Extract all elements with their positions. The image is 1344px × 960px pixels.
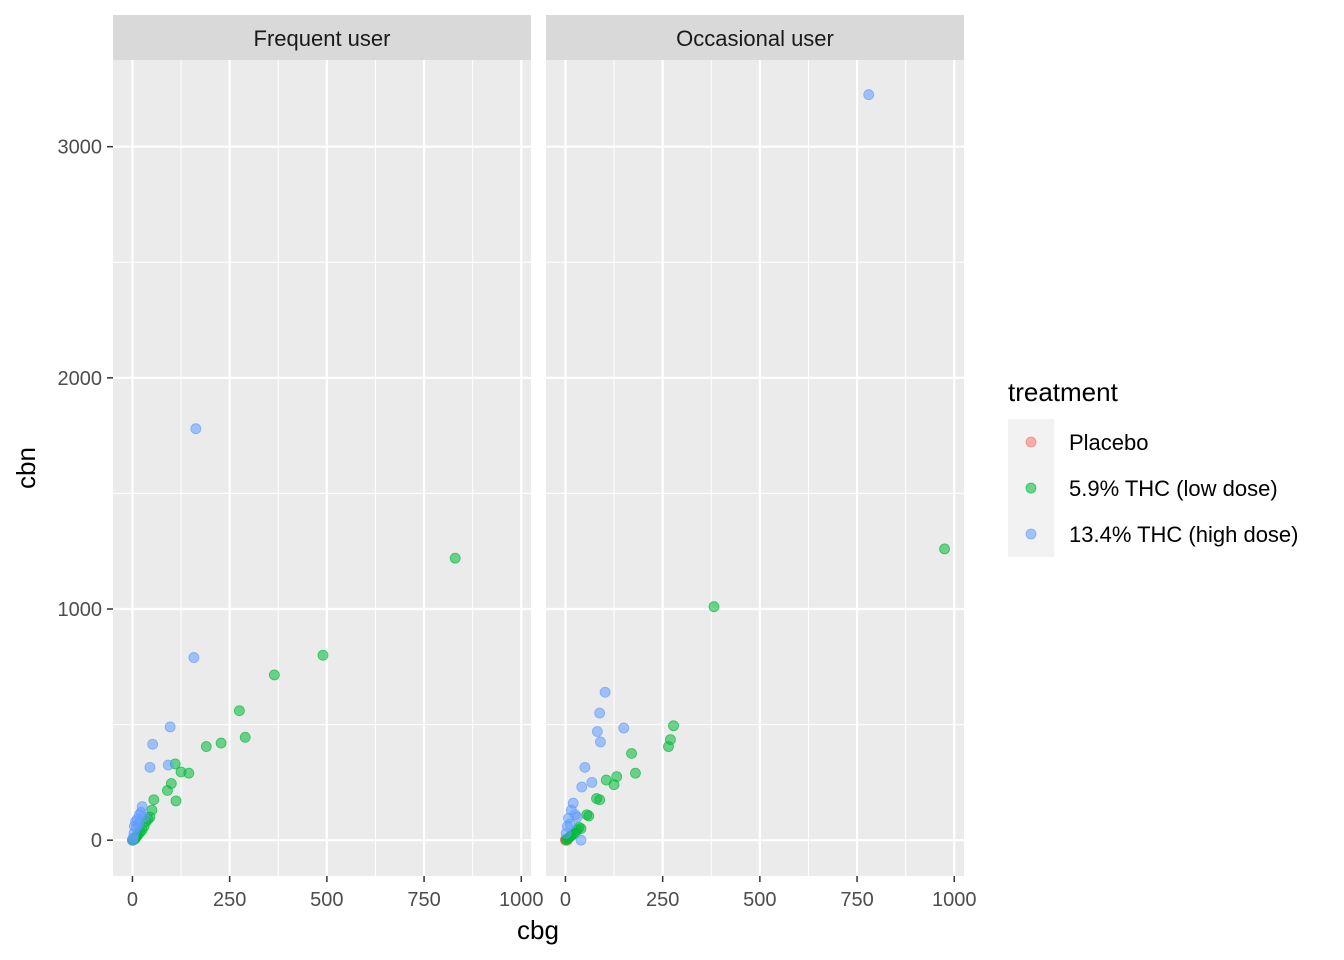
facet-strip <box>113 15 531 60</box>
data-point <box>147 738 159 750</box>
data-point <box>183 767 195 779</box>
x-tick-label: 1000 <box>499 889 544 911</box>
facet-strip <box>546 15 964 60</box>
data-point <box>170 795 182 807</box>
data-point <box>939 543 950 555</box>
data-point <box>449 552 461 564</box>
panel-background <box>113 60 531 876</box>
data-point <box>594 794 606 806</box>
legend-label: Placebo <box>1069 430 1149 455</box>
x-tick-label: 500 <box>310 889 343 911</box>
data-point <box>863 89 875 101</box>
data-point <box>200 741 212 752</box>
data-point <box>136 801 148 813</box>
data-point <box>626 748 637 759</box>
panel-background <box>546 60 964 876</box>
data-point <box>144 761 156 773</box>
data-point <box>268 669 280 681</box>
y-axis-title: cbn <box>11 447 41 489</box>
data-point <box>668 720 679 732</box>
data-series <box>560 89 875 846</box>
data-series <box>127 423 202 846</box>
facet-strip-label: Frequent user <box>254 26 391 51</box>
legend-label: 13.4% THC (high dose) <box>1069 522 1299 547</box>
legend-label: 5.9% THC (low dose) <box>1069 476 1278 501</box>
data-point <box>591 726 603 737</box>
x-tick-label: 0 <box>127 889 138 911</box>
legend-symbol <box>1025 482 1037 494</box>
legend: treatment Placebo 5.9% THC (low dose) 13.4… <box>1008 377 1299 557</box>
data-point <box>630 767 641 779</box>
data-point <box>188 652 200 663</box>
data-point <box>146 804 158 816</box>
data-point <box>611 771 623 783</box>
legend-symbol <box>1025 528 1037 540</box>
data-point <box>162 759 174 771</box>
data-point <box>575 834 587 846</box>
x-tick-label: 250 <box>213 889 246 911</box>
data-point <box>138 811 150 823</box>
data-point <box>594 707 606 719</box>
data-point <box>595 736 606 748</box>
y-tick-label: 1000 <box>58 599 103 621</box>
y-axis: 0 1000 2000 3000 <box>58 137 113 852</box>
data-point <box>567 797 579 809</box>
x-tick-label: 750 <box>840 889 873 911</box>
data-point <box>576 781 588 793</box>
data-point <box>618 722 630 734</box>
data-point <box>564 818 576 830</box>
data-point <box>215 737 227 749</box>
data-point <box>579 761 591 773</box>
data-point <box>571 811 583 823</box>
y-tick-label: 3000 <box>58 137 103 159</box>
x-tick-label: 250 <box>646 889 679 911</box>
facet-panel: Occasional user 0 250 500 750 1000 <box>546 15 977 911</box>
data-point <box>148 794 160 806</box>
data-point <box>233 705 245 717</box>
y-tick-label: 2000 <box>58 368 103 390</box>
x-tick-label: 0 <box>560 889 571 911</box>
x-tick-label: 1000 <box>932 889 977 911</box>
facet-panel: Frequent user 0 250 500 750 1000 <box>113 15 544 911</box>
legend-title: treatment <box>1008 377 1119 407</box>
x-tick-label: 500 <box>743 889 776 911</box>
data-point <box>575 823 587 835</box>
y-tick-label: 0 <box>91 830 102 852</box>
data-point <box>599 686 611 698</box>
data-point <box>708 601 720 613</box>
legend-symbol <box>1025 436 1037 448</box>
data-point <box>165 778 177 789</box>
data-point <box>665 734 676 746</box>
data-point <box>317 649 329 661</box>
x-tick-label: 750 <box>407 889 440 911</box>
data-point <box>190 423 202 435</box>
data-point <box>164 721 176 733</box>
data-point <box>583 810 595 822</box>
data-point <box>586 776 598 788</box>
data-point <box>239 731 251 743</box>
facet-strip-label: Occasional user <box>676 26 834 51</box>
x-axis-title: cbg <box>517 915 559 945</box>
